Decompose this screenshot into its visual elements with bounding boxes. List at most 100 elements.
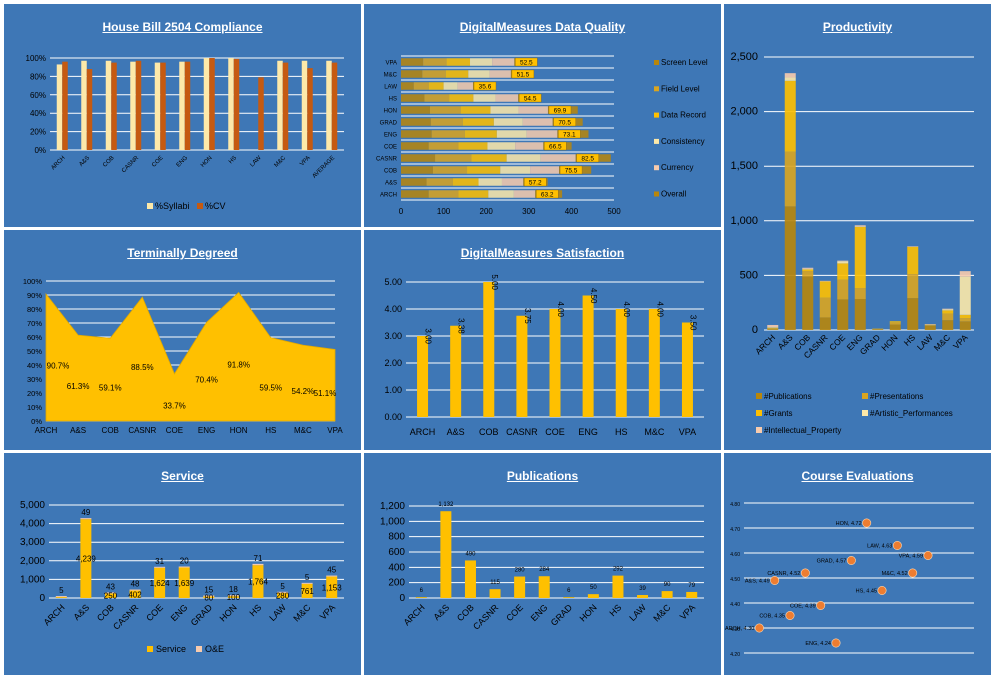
y-tick-label: LAW (384, 85, 397, 91)
data-label-box (544, 141, 567, 151)
x-tick-label: M&C (651, 602, 673, 624)
y-tick-label: 2,000 (20, 556, 45, 567)
y-tick-label: A&S (385, 181, 397, 187)
y-tick-label: 60% (30, 91, 46, 100)
data-label: 80 (204, 593, 213, 602)
bar-segment (401, 82, 414, 90)
bar-oe (301, 582, 313, 584)
bar-segment (522, 118, 553, 126)
x-tick-label: GRAD (549, 602, 575, 628)
data-label: 250 (104, 592, 118, 601)
x-tick-label: 300 (522, 207, 536, 216)
data-label: 69.9 (554, 108, 567, 115)
y-tick-label: 40% (30, 109, 46, 118)
bar-segment (942, 310, 954, 314)
bar (489, 589, 501, 598)
bar-oe (55, 596, 67, 598)
panel-publications: Publications 0 200 400 600 800 1,000 1,200 6 ARC… (364, 453, 721, 675)
x-tick-label: M&C (294, 426, 312, 435)
data-label: 33.7% (163, 401, 186, 410)
area-series (45, 291, 336, 422)
x-tick-label: GRAD (189, 602, 215, 628)
bar-segment (819, 317, 831, 330)
data-label-box (535, 189, 559, 199)
x-tick-label: HON (879, 332, 899, 352)
x-tick-label: 400 (565, 207, 579, 216)
x-tick-label: VPA (327, 426, 343, 435)
bar-segment (458, 190, 489, 198)
bar-segment (889, 324, 901, 330)
y-tick-label: 1.00 (384, 385, 402, 395)
bar-segment (452, 178, 479, 186)
y-tick-label: 50% (27, 347, 42, 356)
x-tick-label: COB (102, 426, 119, 435)
scatter-point (892, 541, 902, 551)
x-tick-label: M&C (291, 602, 313, 624)
x-tick-label: COB (95, 602, 116, 623)
bar-segment (446, 58, 471, 66)
bar-segment (907, 274, 919, 299)
data-label: LAW, 4.63 (867, 544, 892, 550)
bar-segment (458, 142, 488, 150)
x-tick-label: ARCH (35, 426, 58, 435)
x-tick-label: COB (479, 427, 499, 437)
y-tick-label: 60% (27, 333, 42, 342)
y-tick-label: 1,200 (380, 501, 405, 512)
legend-label: #Artistic_Performances (870, 409, 953, 418)
bar-segment (429, 106, 461, 114)
bar-segment (470, 58, 493, 66)
legend-swatch (756, 427, 762, 433)
y-tick-label: CASNR (376, 157, 398, 163)
bar-segment (501, 178, 524, 186)
y-tick-label: ENG (384, 133, 397, 139)
y-tick-label: 4.80 (730, 502, 740, 508)
bar-segment (426, 178, 453, 186)
bar-segment (401, 154, 436, 162)
y-tick-label: 4.50 (730, 577, 740, 583)
y-tick-label: 10% (27, 403, 42, 412)
legend-swatch (196, 646, 202, 652)
bar-cv (258, 77, 264, 150)
legend-swatch (862, 410, 868, 416)
bar-segment (471, 154, 507, 162)
y-tick-label: 90% (27, 291, 42, 300)
bar (661, 591, 673, 598)
bar-segment (837, 299, 849, 330)
legend-swatch (756, 393, 762, 399)
bar-segment (854, 298, 866, 330)
bar-syllabi (326, 60, 332, 151)
data-label: 5 (59, 586, 64, 595)
bar-segment (784, 77, 796, 81)
bar-segment (401, 118, 431, 126)
y-tick-label: ARCH (380, 193, 397, 199)
bar-segment (802, 276, 814, 330)
bar (514, 576, 526, 598)
bar-segment (445, 70, 469, 78)
data-label: CASNR, 4.52 (767, 571, 800, 577)
y-tick-label: 0% (34, 146, 46, 155)
bar-segment (401, 166, 433, 174)
bar (612, 575, 624, 598)
legend-label: O&E (205, 644, 224, 654)
y-tick-label: 400 (388, 562, 405, 573)
bar-segment (959, 321, 971, 330)
x-tick-label: A&S (431, 602, 451, 622)
bar (440, 511, 452, 598)
bar (563, 597, 575, 598)
legend-swatch (654, 86, 659, 92)
scatter-point (908, 568, 918, 578)
bar (516, 315, 528, 417)
chart-title: Productivity (822, 20, 893, 34)
bar-segment (478, 178, 502, 186)
bar-segment (401, 142, 429, 150)
bar-cv (86, 69, 93, 150)
data-label-box (511, 69, 535, 79)
bar-segment (924, 325, 936, 330)
legend-label: #Intellectual_Property (764, 426, 841, 435)
panel-productivity: Productivity 0 500 1,000 1,500 2,000 2,500 ARC… (724, 4, 991, 450)
bar-cv (135, 60, 142, 151)
bar-segment (496, 130, 527, 138)
data-label: A&S, 4.49 (745, 579, 770, 585)
data-label: 1,153 (322, 583, 343, 592)
bar-segment (942, 313, 954, 321)
